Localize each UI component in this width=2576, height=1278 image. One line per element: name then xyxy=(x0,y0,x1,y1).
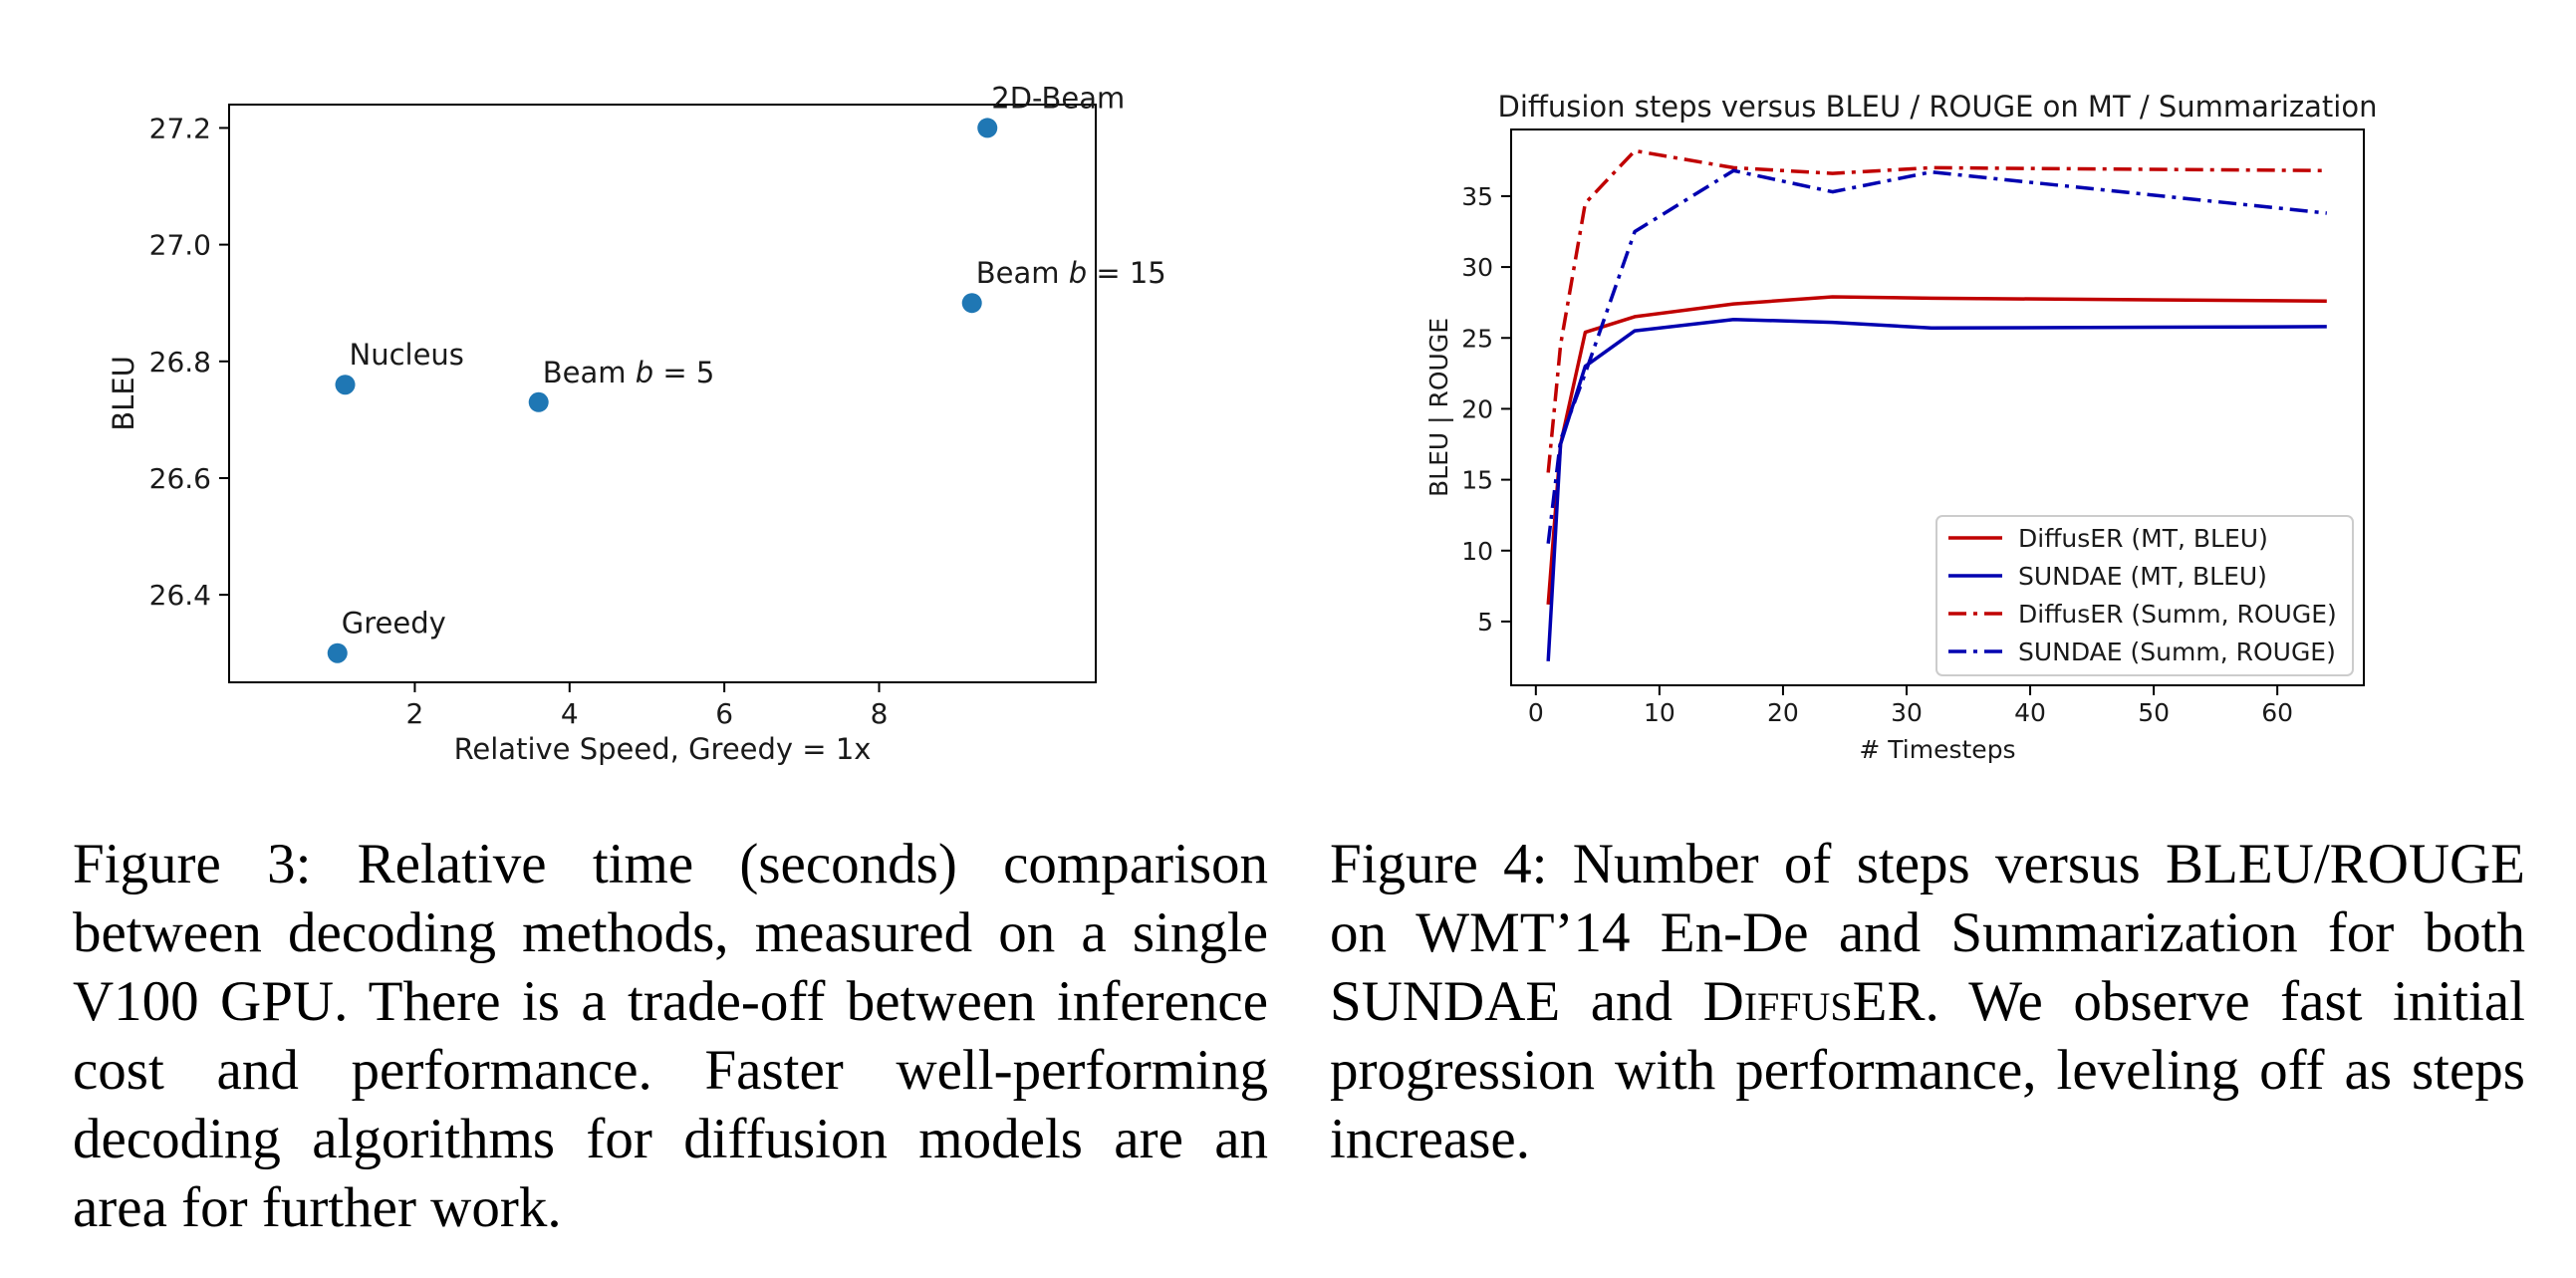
x-tick-label: 40 xyxy=(2014,698,2046,727)
speed-vs-bleu-scatter: 2 4 6 8 26.4 26.6 26.8 27.0 27.2 Relative Speed, … xyxy=(107,81,1166,766)
legend-box xyxy=(1935,515,2354,676)
y-tick-label: 25 xyxy=(1461,324,1493,353)
plot-frame xyxy=(228,104,1097,683)
chart-title: Diffusion steps versus BLEU / ROUGE on M… xyxy=(1498,90,2378,124)
legend-label-sundae-summ-rouge: SUNDAE (Summ, ROUGE) xyxy=(2018,638,2336,666)
x-tick-label: 6 xyxy=(715,697,733,730)
point-2d-beam xyxy=(977,118,998,138)
series-line-diffuser-summ-rouge xyxy=(1546,148,2327,473)
point-label-2d-beam: 2D-Beam xyxy=(991,81,1125,115)
legend-label-diffuser-summ-rouge: DiffusER (Summ, ROUGE) xyxy=(2018,600,2337,629)
figure-4-caption: Figure 4: Number of steps versus BLEU/RO… xyxy=(1330,830,2525,1173)
figure-4-caption-end: . We observe fast initial progression wi… xyxy=(1330,970,2525,1170)
point-label-beam-b-5: Beam b = 5 xyxy=(543,356,715,389)
point-greedy xyxy=(327,642,348,663)
x-axis-label: # Timesteps xyxy=(1859,735,2015,764)
y-tick-label: 26.8 xyxy=(149,346,211,379)
y-tick-label: 26.6 xyxy=(149,462,211,495)
series-line-sundae-summ-rouge xyxy=(1546,168,2327,544)
x-tick-label: 20 xyxy=(1767,698,1799,727)
figures-canvas: 2 4 6 8 26.4 26.6 26.8 27.0 27.2 Relative Speed, … xyxy=(107,81,2377,766)
y-tick-label: 5 xyxy=(1477,608,1493,637)
y-tick-label: 20 xyxy=(1461,394,1493,423)
x-axis-label: Relative Speed, Greedy = 1x xyxy=(454,732,872,766)
point-label-beam-b-15: Beam b = 15 xyxy=(976,256,1166,290)
x-tick-label: 50 xyxy=(2138,698,2170,727)
legend-label-sundae-mt-bleu: SUNDAE (MT, BLEU) xyxy=(2018,562,2267,591)
timesteps-vs-bleu-rouge-line-chart: Diffusion steps versus BLEU / ROUGE on M… xyxy=(1424,90,2377,764)
x-tick-label: 0 xyxy=(1528,698,1544,727)
legend-label-diffuser-mt-bleu: DiffusER (MT, BLEU) xyxy=(2018,524,2268,553)
point-beam-b-15 xyxy=(961,293,982,314)
y-tick-label: 35 xyxy=(1461,182,1493,211)
point-label-greedy: Greedy xyxy=(342,607,446,640)
y-tick-label: 26.4 xyxy=(149,579,211,612)
y-tick-label: 27.2 xyxy=(149,112,211,144)
x-tick-label: 10 xyxy=(1644,698,1675,727)
x-tick-label: 8 xyxy=(871,697,889,730)
y-tick-label: 30 xyxy=(1461,253,1493,282)
y-axis-label: BLEU xyxy=(107,356,140,431)
y-tick-label: 15 xyxy=(1461,466,1493,495)
x-tick-label: 4 xyxy=(561,697,579,730)
x-tick-label: 2 xyxy=(406,697,424,730)
figure-4-caption-start: Figure 4: Number of steps versus BLEU/RO… xyxy=(1330,833,2525,1033)
figure-4-caption-model-name: DiffusER xyxy=(1702,970,1926,1033)
y-tick-label: 27.0 xyxy=(149,229,211,262)
figure-3-caption: Figure 3: Relative time (seconds) compar… xyxy=(73,833,1268,1239)
x-tick-label: 30 xyxy=(1891,698,1923,727)
point-nucleus xyxy=(335,375,356,395)
plot-frame xyxy=(1510,128,2365,686)
y-tick-label: 10 xyxy=(1461,537,1493,566)
x-tick-label: 60 xyxy=(2261,698,2293,727)
point-beam-b-5 xyxy=(528,391,549,412)
point-label-nucleus: Nucleus xyxy=(350,338,464,372)
y-axis-label: BLEU | ROUGE xyxy=(1424,318,1453,497)
